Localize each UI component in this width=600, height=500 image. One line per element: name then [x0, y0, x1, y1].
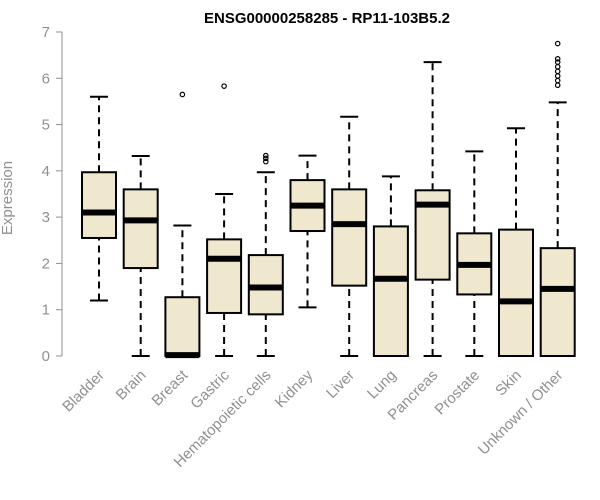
outlier-point	[262, 152, 269, 159]
box-brain	[122, 155, 159, 357]
box-gastric	[206, 83, 243, 357]
box-liver	[331, 115, 368, 357]
box-iqr	[498, 228, 534, 357]
y-tick-label: 4	[42, 163, 50, 180]
x-tick-label: Brain	[113, 367, 150, 404]
box-iqr	[539, 247, 576, 357]
outlier-point	[262, 155, 269, 162]
box-iqr	[206, 238, 243, 314]
box-skin	[498, 127, 534, 357]
box-iqr	[122, 188, 159, 270]
box-breast	[164, 91, 201, 359]
outlier-point	[179, 91, 186, 98]
y-tick-label: 3	[42, 209, 50, 226]
x-tick-label: Kidney	[272, 366, 317, 411]
x-tick-label: Prostate	[432, 367, 484, 419]
outlier-point	[554, 82, 561, 89]
box-prostate	[456, 150, 493, 357]
outlier-point	[554, 77, 561, 84]
box-iqr	[81, 171, 117, 239]
outlier-point	[554, 40, 561, 47]
y-axis: 0 1 2 3 4 5 6 7	[42, 24, 63, 365]
chart-title: ENSG00000258285 - RP11-103B5.2	[204, 10, 450, 27]
boxes	[81, 40, 576, 359]
box-bladder	[81, 95, 117, 302]
outlier-point	[554, 73, 561, 79]
x-tick-label: Breast	[149, 366, 192, 409]
box-kidney	[289, 154, 326, 309]
outlier-point	[554, 63, 561, 70]
box-iqr	[372, 225, 409, 357]
box-lung	[372, 175, 409, 357]
box-iqr	[164, 296, 201, 357]
y-tick-label: 5	[42, 117, 50, 134]
outlier-point	[262, 158, 269, 165]
outlier-point	[554, 59, 561, 65]
box-hematopoietic-cells	[247, 152, 284, 357]
outlier-point	[554, 68, 561, 75]
y-axis-label: Expression	[0, 161, 16, 235]
x-tick-label: Bladder	[59, 367, 108, 416]
y-tick-label: 1	[42, 302, 50, 319]
x-tick-label: Lung	[364, 367, 400, 403]
box-iqr	[331, 188, 368, 287]
box-unknown-other	[539, 40, 576, 357]
y-tick-label: 6	[42, 70, 50, 87]
y-tick-label: 7	[42, 24, 50, 41]
box-pancreas	[414, 61, 451, 357]
y-tick-label: 2	[42, 255, 50, 272]
x-tick-label: Skin	[492, 367, 525, 400]
outlier-point	[221, 83, 227, 89]
x-tick-label: Liver	[323, 367, 358, 402]
y-tick-label: 0	[42, 348, 50, 365]
outlier-point	[554, 56, 561, 62]
